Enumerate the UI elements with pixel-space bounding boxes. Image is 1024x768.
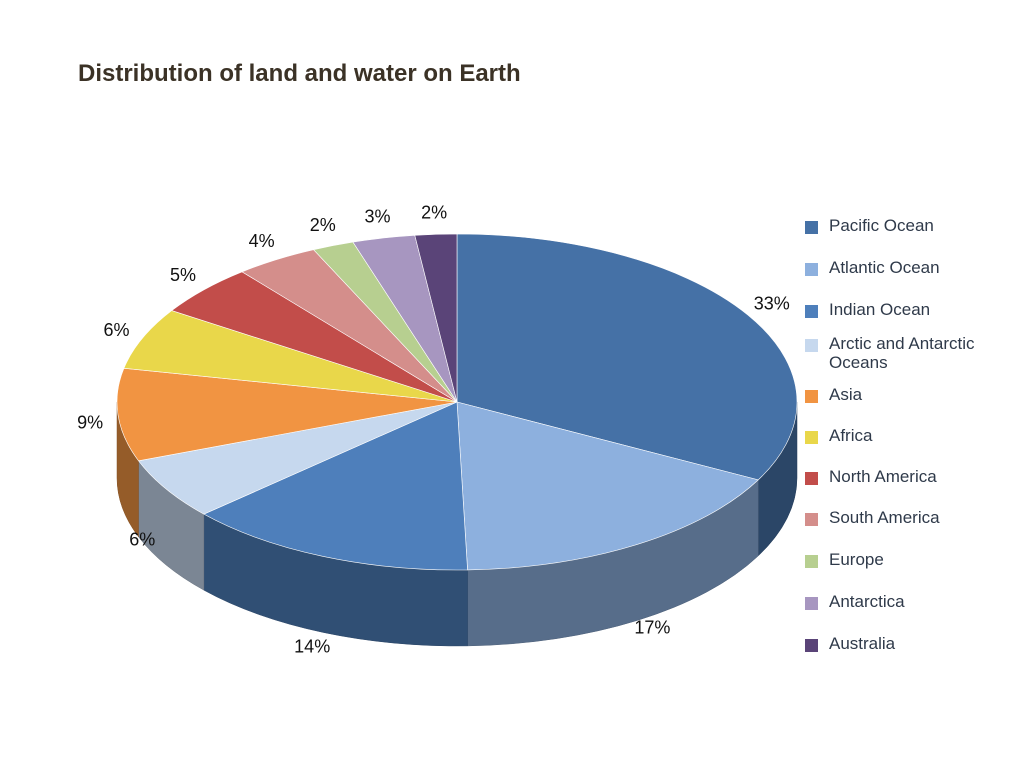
legend-item-australia: Australia: [805, 634, 1015, 653]
legend-swatch: [805, 339, 818, 352]
data-label-north-america: 5%: [170, 265, 196, 285]
legend-item-asia: Asia: [805, 385, 1015, 404]
legend-label: Asia: [829, 385, 863, 404]
data-label-south-america: 4%: [249, 231, 275, 251]
pie-labels: 33% 17% 14% 6% 9% 6% 5% 4% 2% 3% 2%: [77, 202, 790, 656]
legend-label: North America: [829, 467, 937, 486]
legend-label: Arctic and Antarctic Oceans: [829, 334, 975, 372]
legend-label: Australia: [829, 634, 896, 653]
legend-label: Pacific Ocean: [829, 216, 934, 235]
data-label-africa: 6%: [103, 320, 129, 340]
legend-item-arctic-and-antarctic-oceans: Arctic and Antarctic Oceans: [805, 334, 1015, 372]
pie-slice-arctic-and-antarctic-oceans: [138, 401, 458, 515]
data-label-australia: 2%: [421, 202, 447, 222]
legend-item-south-america: South America: [805, 508, 1015, 527]
legend-label: Antarctica: [829, 592, 905, 611]
pie-tops: [116, 233, 798, 571]
legend-swatch: [805, 513, 818, 526]
legend-label: Indian Ocean: [829, 300, 931, 319]
legend-label: Africa: [829, 426, 873, 445]
legend-swatch: [805, 221, 818, 234]
legend-label: Europe: [829, 550, 884, 569]
pie-slice-pacific-ocean: [456, 233, 798, 481]
data-label-atlantic-ocean: 17%: [634, 617, 670, 637]
legend-swatch: [805, 305, 818, 318]
legend-swatch: [805, 472, 818, 485]
legend-item-europe: Europe: [805, 550, 1015, 569]
legend-label: South America: [829, 508, 940, 527]
data-label-pacific-ocean: 33%: [754, 294, 790, 314]
chart-title: Distribution of land and water on Earth: [78, 60, 521, 87]
legend-item-indian-ocean: Indian Ocean: [805, 300, 1015, 319]
pie-slice-indian-ocean: [203, 401, 468, 571]
data-label-asia: 9%: [77, 413, 103, 433]
legend-swatch: [805, 555, 818, 568]
pie-slice-australia: [414, 233, 458, 403]
legend-item-atlantic-ocean: Atlantic Ocean: [805, 258, 1015, 277]
legend-swatch: [805, 263, 818, 276]
pie-slice-atlantic-ocean: [456, 401, 759, 571]
legend-item-north-america: North America: [805, 467, 1015, 486]
legend-swatch: [805, 431, 818, 444]
legend-item-antarctica: Antarctica: [805, 592, 1015, 611]
legend-label: Atlantic Ocean: [829, 258, 940, 277]
data-label-arctic-and-antarctic-oceans: 6%: [129, 530, 155, 550]
pie-slice-africa: [123, 310, 458, 403]
data-label-antarctica: 3%: [364, 207, 390, 227]
legend-swatch: [805, 639, 818, 652]
data-label-europe: 2%: [310, 215, 336, 235]
pie-slice-asia: [116, 367, 458, 462]
legend-item-africa: Africa: [805, 426, 1015, 445]
legend-swatch: [805, 597, 818, 610]
data-label-indian-ocean: 14%: [294, 637, 330, 657]
legend-item-pacific-ocean: Pacific Ocean: [805, 216, 1015, 235]
legend-swatch: [805, 390, 818, 403]
